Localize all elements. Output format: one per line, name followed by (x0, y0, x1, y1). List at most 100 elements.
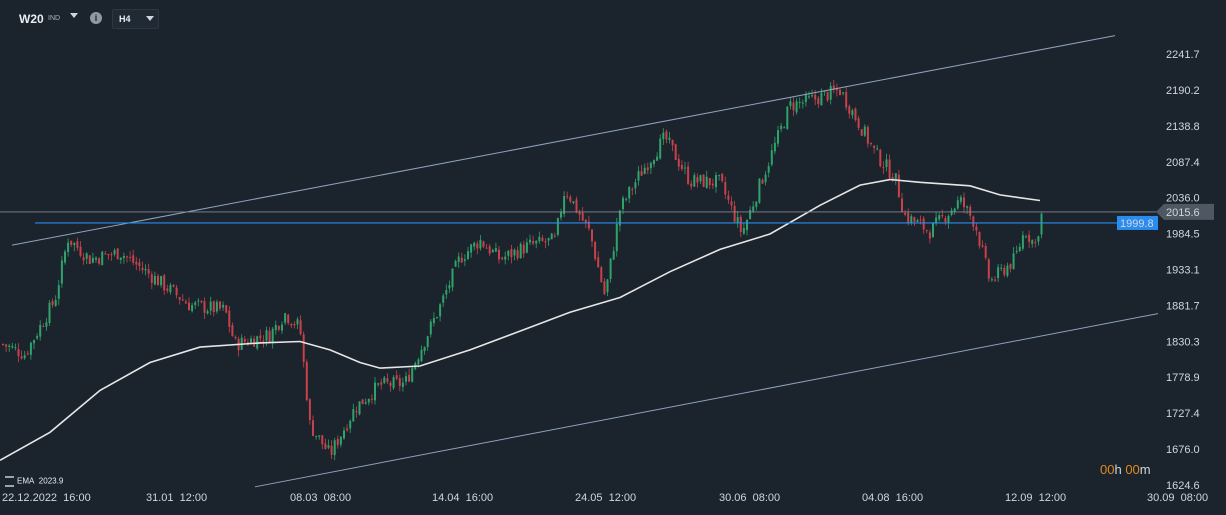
candle-body (618, 210, 621, 226)
candle-body (749, 209, 752, 220)
candle-body (308, 399, 311, 421)
candle-body (67, 242, 70, 252)
price-tick-label: 1778.9 (1166, 372, 1200, 384)
candle-body (181, 299, 184, 301)
candle-body (1025, 236, 1027, 238)
candle-body (922, 218, 925, 230)
candle-body (742, 228, 745, 234)
candle-body (488, 246, 491, 254)
candle-body (76, 241, 79, 248)
candle-body (680, 164, 683, 170)
candle-body (426, 336, 429, 347)
channel-upper-line[interactable] (11, 35, 1116, 246)
candle-body (653, 160, 655, 165)
candle-body (445, 290, 448, 295)
ema-line (0, 178, 1041, 461)
candle-body (972, 216, 975, 227)
indicator-value: 2023.9 (38, 476, 64, 486)
candle-body (178, 297, 181, 300)
candle-body (401, 382, 404, 387)
candle-body (299, 320, 302, 334)
indicator-legend[interactable]: EMA 2023.9 (5, 476, 63, 487)
candle-body (380, 382, 383, 385)
candle-body (823, 90, 826, 92)
candle-body (160, 275, 163, 286)
candle-body (129, 256, 132, 258)
candle-body (349, 420, 352, 429)
candle-body (392, 377, 395, 389)
candle-body (36, 336, 39, 339)
candle-body (519, 243, 522, 258)
level-marker[interactable]: 1999.8 (1117, 215, 1158, 230)
candle-body (141, 267, 144, 270)
candle-body (191, 304, 194, 312)
candle-body (575, 199, 578, 213)
price-axis: 2241.7 2190.2 2138.8 2087.4 2036.0 1984.5 1933… (1166, 49, 1200, 492)
symbol-dropdown-icon[interactable] (70, 13, 78, 18)
candle-body (101, 251, 104, 266)
candle-body (259, 335, 262, 339)
candle-body (786, 106, 789, 129)
candle-body (498, 249, 500, 260)
candle-body (327, 445, 330, 448)
candle-body (228, 310, 231, 327)
candle-body (60, 260, 63, 284)
candle-body (783, 127, 786, 129)
candle-body (1015, 251, 1018, 253)
time-tick-label: 08.03 08:00 (290, 492, 351, 504)
candle-body (20, 356, 23, 359)
candle-body (789, 101, 792, 107)
candle-body (804, 94, 807, 103)
price-tick-label: 1933.1 (1166, 265, 1200, 277)
candle-body (656, 156, 659, 161)
price-tick-label: 2190.2 (1166, 85, 1200, 97)
info-icon[interactable]: i (90, 12, 102, 24)
candle-body (659, 138, 662, 159)
candle-body (684, 167, 686, 169)
candle-body (45, 322, 48, 327)
candle-body (370, 398, 373, 400)
timeframe-dropdown-icon[interactable] (146, 16, 154, 21)
candle-body (51, 301, 54, 305)
candle-body (73, 242, 76, 246)
candle-body (622, 197, 624, 210)
candle-body (284, 313, 287, 323)
candle-body (212, 301, 215, 312)
symbol-label[interactable]: W20 (19, 12, 44, 26)
candle-body (463, 259, 466, 261)
candles-layer (2, 79, 1043, 461)
candle-body (798, 101, 801, 103)
candle-body (839, 89, 841, 95)
candle-body (107, 254, 110, 256)
candle-body (832, 85, 835, 90)
price-marker-label: 2015.6 (1166, 207, 1200, 219)
candle-body (1003, 267, 1006, 275)
candle-body (467, 251, 469, 260)
candle-body (355, 411, 358, 413)
candle-body (550, 233, 553, 240)
candle-body (268, 330, 271, 343)
candle-body (290, 323, 293, 326)
candle-body (814, 94, 817, 100)
candle-body (203, 301, 206, 313)
indicator-settings-icon[interactable] (5, 476, 14, 487)
candle-body (591, 229, 593, 242)
candle-body (126, 256, 128, 258)
candle-body (646, 167, 649, 171)
candle-body (318, 435, 321, 437)
timeframe-select[interactable]: H4 (112, 9, 159, 29)
candle-body (913, 217, 916, 222)
channel-lower-line[interactable] (254, 313, 1159, 488)
candle-body (8, 345, 11, 347)
candle-body (1040, 213, 1043, 235)
candle-body (312, 420, 314, 436)
candle-body (665, 131, 668, 140)
candle-body (553, 235, 556, 237)
candle-body (215, 301, 218, 312)
candle-body (358, 401, 361, 415)
candle-body (597, 257, 600, 268)
candle-body (507, 250, 510, 256)
candle-body (457, 256, 460, 263)
candle-body (54, 299, 57, 307)
